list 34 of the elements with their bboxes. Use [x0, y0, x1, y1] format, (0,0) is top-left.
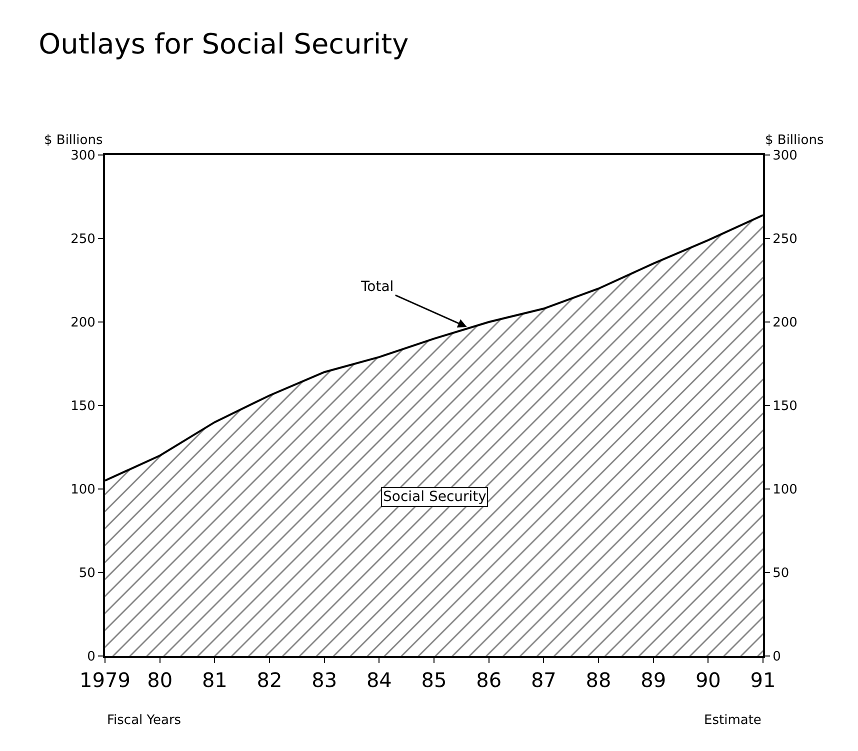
- series-label: Social Security: [383, 489, 486, 505]
- x-tick-label: 87: [530, 668, 556, 692]
- y-tick-label: 150: [70, 399, 96, 414]
- x-tick-label: 86: [476, 668, 502, 692]
- y-tick-label: 200: [70, 316, 96, 331]
- y2-tick-label: 200: [772, 316, 798, 331]
- x-tick-label: 89: [640, 668, 666, 692]
- text: Estimate: [704, 713, 762, 728]
- y2-tick-label: 300: [772, 148, 798, 164]
- y-axis-title: $ Billions: [44, 133, 103, 148]
- y2-tick-label: 100: [772, 482, 798, 498]
- x-tick-label: 88: [586, 668, 612, 692]
- text: Fiscal Years: [107, 713, 182, 728]
- y-tick-label: 50: [78, 566, 96, 582]
- x-tick-label: 90: [695, 668, 721, 692]
- y-tick-label: 250: [70, 232, 96, 248]
- y-tick-label: 300: [70, 148, 96, 164]
- x-tick-label: 85: [421, 668, 447, 692]
- x-tick-label: 83: [312, 668, 338, 692]
- y2-tick-label: 250: [772, 232, 798, 248]
- annotation: Total: [360, 279, 394, 295]
- x-tick-label: 81: [202, 668, 228, 692]
- x-tick-label: 91: [750, 668, 776, 692]
- y-tick-label: 100: [70, 482, 96, 498]
- y2-tick-label: 150: [772, 399, 798, 414]
- chart-title: Outlays for Social Security: [38, 27, 409, 60]
- x-tick-label: 84: [366, 668, 392, 692]
- y2-axis-title: $ Billions: [765, 133, 824, 148]
- x-tick-label: 82: [256, 668, 282, 692]
- x-tick-label: 80: [147, 668, 173, 692]
- y2-tick-label: 50: [772, 566, 790, 582]
- y-tick-label: 0: [87, 650, 96, 665]
- y2-tick-label: 0: [772, 650, 781, 665]
- x-tick-label: 1979: [80, 668, 130, 692]
